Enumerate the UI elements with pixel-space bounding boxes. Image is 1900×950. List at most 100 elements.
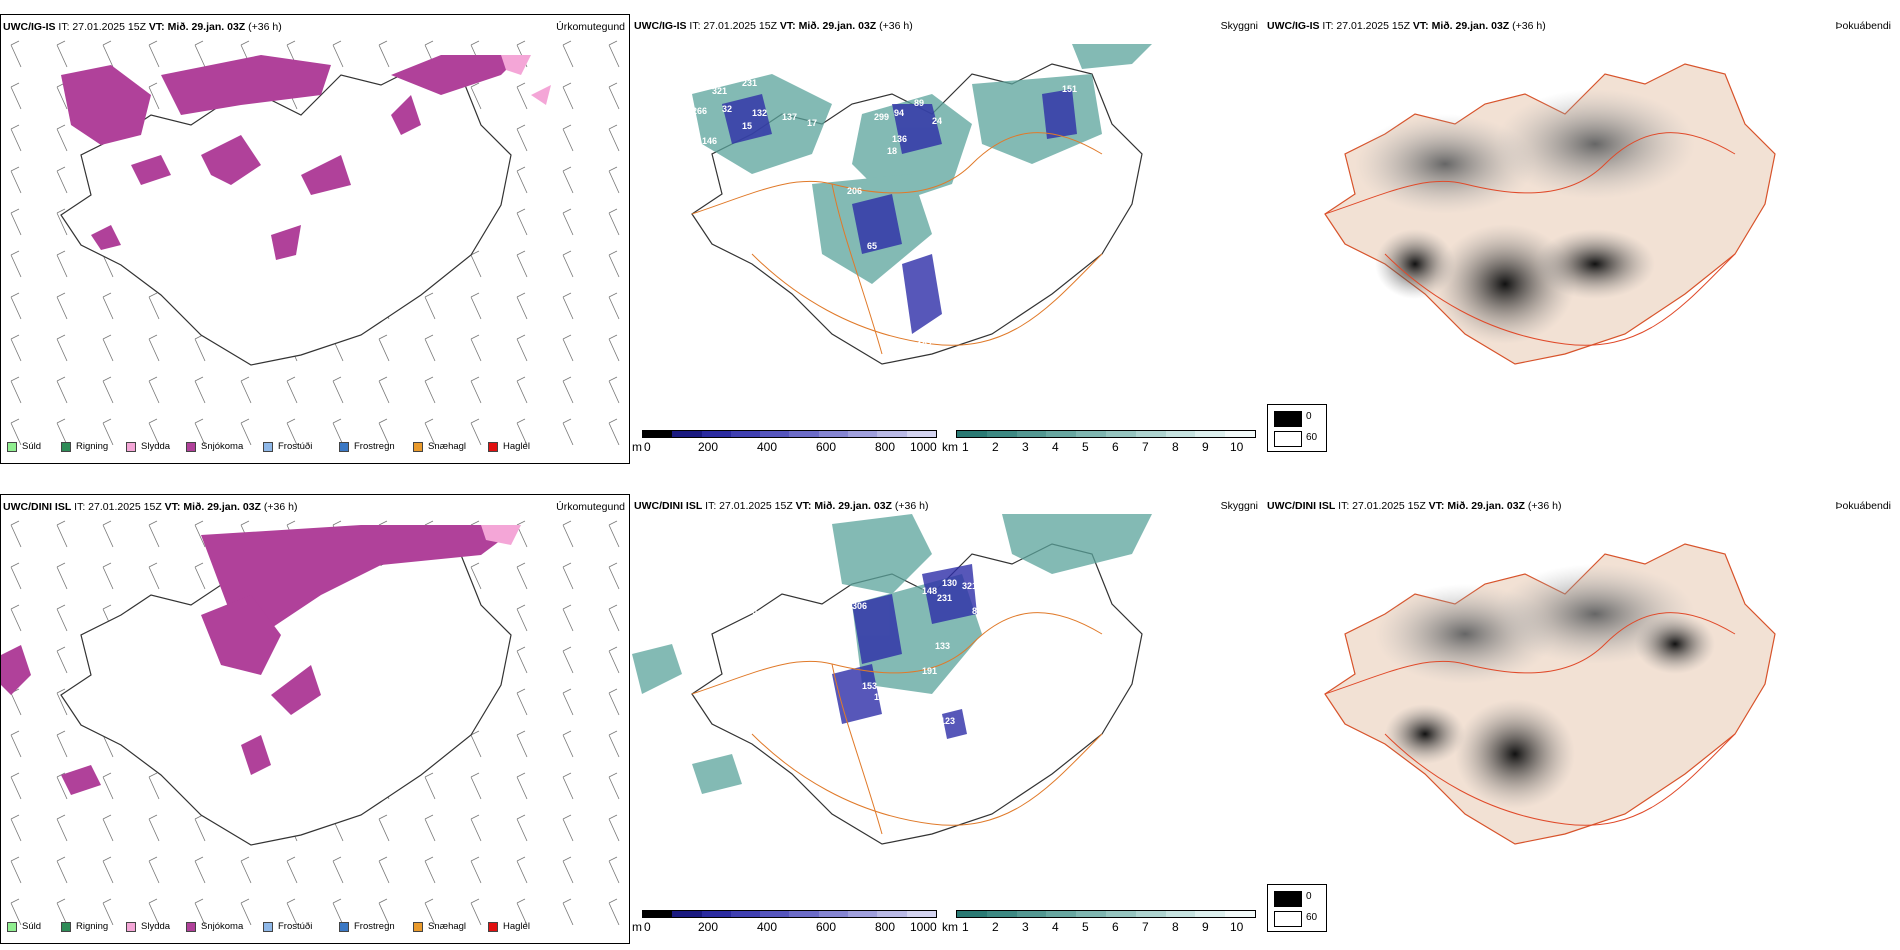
fog-legend-swatch: [1274, 431, 1302, 447]
legend-swatch: [186, 921, 196, 932]
precip-type-map: [10, 40, 620, 445]
fog-map: [1324, 63, 1776, 365]
panel-title: Skyggni: [1220, 20, 1258, 32]
ceiling-label: 15: [742, 121, 752, 131]
fog-map: [1324, 543, 1776, 845]
ceiling-label: 299: [874, 112, 889, 122]
low-ceiling-areas: [722, 89, 1077, 334]
visibility-tick: 6: [1112, 440, 1119, 454]
ceiling-label: 195: [737, 226, 752, 236]
visibility-tick: 9: [1202, 920, 1209, 934]
visibility-map: 231 321 266 32 132 137 146 15 17 302 299…: [691, 44, 1152, 400]
ceiling-label: 71: [892, 390, 902, 400]
visibility-tick: 7: [1142, 920, 1149, 934]
iceland-outline: [691, 543, 1143, 845]
ceiling-label: 89: [914, 98, 924, 108]
ceiling-label: 24: [932, 116, 942, 126]
ceiling-tick: 600: [816, 440, 837, 454]
panel-header: UWC/IG-IS IT: 27.01.2025 15Z VT: Mið. 29…: [3, 21, 282, 33]
ceiling-label: 81: [892, 714, 902, 724]
legend-item: Slydda: [126, 921, 170, 932]
ceiling-label: 86: [792, 256, 802, 266]
ceiling-label: 92: [952, 226, 962, 236]
legend-item: Snæhagl: [413, 921, 466, 932]
legend-swatch: [339, 921, 349, 932]
ceiling-label: 126: [962, 302, 977, 312]
legend-swatch: [413, 441, 423, 452]
roads: [1324, 132, 1736, 346]
ceiling-label: 231: [742, 78, 757, 88]
ceiling-label: 94: [894, 108, 904, 118]
legend-swatch: [488, 441, 498, 452]
fog-legend-swatch: [1274, 911, 1302, 927]
ceiling-label: 146: [702, 136, 717, 146]
legend-item: Súld: [7, 441, 41, 452]
legend-item: Rigning: [61, 921, 108, 932]
visibility-tick: 8: [1172, 920, 1179, 934]
legend-item: Snjókoma: [186, 921, 243, 932]
panel-title: Þokuábendi: [1835, 500, 1891, 512]
ceiling-tick: 0: [644, 920, 651, 934]
legend-swatch: [7, 441, 17, 452]
ceiling-colorbar: m 0 200 400 600 800 1000: [632, 910, 942, 936]
ceiling-label: 138: [874, 692, 889, 702]
ceiling-label: 306: [852, 601, 867, 611]
ceiling-label: 100: [802, 281, 817, 291]
panel-header: UWC/IG-IS IT: 27.01.2025 15Z VT: Mið. 29…: [1267, 20, 1546, 32]
ceiling-tick: 1000: [910, 920, 937, 934]
ceiling-label: 93: [857, 738, 867, 748]
snowfall-areas: [1, 525, 521, 795]
legend-swatch: [126, 441, 136, 452]
ceiling-tick: 200: [698, 440, 719, 454]
fog-legend-swatch: [1274, 891, 1302, 907]
fog-legend-swatch: [1274, 411, 1302, 427]
ceiling-label: 132: [752, 108, 767, 118]
legend-item: Frostúði: [263, 441, 312, 452]
legend-swatch: [263, 441, 273, 452]
ceiling-label: 136: [892, 134, 907, 144]
ceiling-label: 123: [940, 716, 955, 726]
precip-legend: Súld Rigning Slydda Snjókoma Frostúði Fr…: [1, 439, 631, 457]
ceiling-colorbar: m 0 200 400 600 800 1000: [632, 430, 942, 456]
visibility-tick: 2: [992, 440, 999, 454]
panel-header: UWC/IG-IS IT: 27.01.2025 15Z VT: Mið. 29…: [634, 20, 913, 32]
fog-legend-value: 0: [1306, 891, 1312, 902]
ceiling-label: 65: [867, 241, 877, 251]
visibility-panel-row1: UWC/IG-IS IT: 27.01.2025 15Z VT: Mið. 29…: [632, 14, 1327, 464]
ceiling-label: 62: [894, 362, 904, 372]
ceiling-tick: 200: [698, 920, 719, 934]
precip-legend: Súld Rigning Slydda Snjókoma Frostúði Fr…: [1, 919, 631, 937]
ceiling-value-labels: 231 321 266 32 132 137 146 15 17 302 299…: [692, 78, 1077, 400]
ceiling-label: 866: [972, 606, 987, 616]
legend-item: Rigning: [61, 441, 108, 452]
visibility-tick: 5: [1082, 440, 1089, 454]
panel-title: Úrkomutegund: [556, 501, 625, 513]
panel-title: Skyggni: [1220, 500, 1258, 512]
fog-panel-row1: UWC/IG-IS IT: 27.01.2025 15Z VT: Mið. 29…: [1265, 14, 1895, 464]
visibility-tick: 4: [1052, 440, 1059, 454]
ceiling-label: 151: [1062, 84, 1077, 94]
panel-header: UWC/DINI ISL IT: 27.01.2025 15Z VT: Mið.…: [1267, 500, 1562, 512]
ceiling-tick: 800: [875, 440, 896, 454]
visibility-tick: 8: [1172, 440, 1179, 454]
visibility-colorbar: km 1 2 3 4 5 6 7 8 9 10: [942, 430, 1262, 456]
ceiling-tick: 400: [757, 440, 778, 454]
legend-item: Haglél: [488, 441, 530, 452]
visibility-tick: 3: [1022, 920, 1029, 934]
fog-shading: [1375, 564, 1715, 809]
visibility-tick: 3: [1022, 440, 1029, 454]
legend-item: Snjókoma: [186, 441, 243, 452]
ceiling-label: 112: [1032, 258, 1047, 268]
ceiling-label: 75: [992, 724, 1002, 734]
ceiling-label: 111: [1002, 264, 1016, 274]
legend-item: Snæhagl: [413, 441, 466, 452]
ceiling-label: 153: [862, 681, 877, 691]
ceiling-label: 32: [722, 104, 732, 114]
ceiling-label: 137: [782, 112, 797, 122]
visibility-tick: 9: [1202, 440, 1209, 454]
sleet-areas: [481, 525, 521, 545]
visibility-colorbar-strip: [956, 910, 1256, 918]
visibility-tick: 10: [1230, 440, 1244, 454]
legend-item: Frostúði: [263, 921, 312, 932]
ceiling-label: 133: [935, 641, 950, 651]
